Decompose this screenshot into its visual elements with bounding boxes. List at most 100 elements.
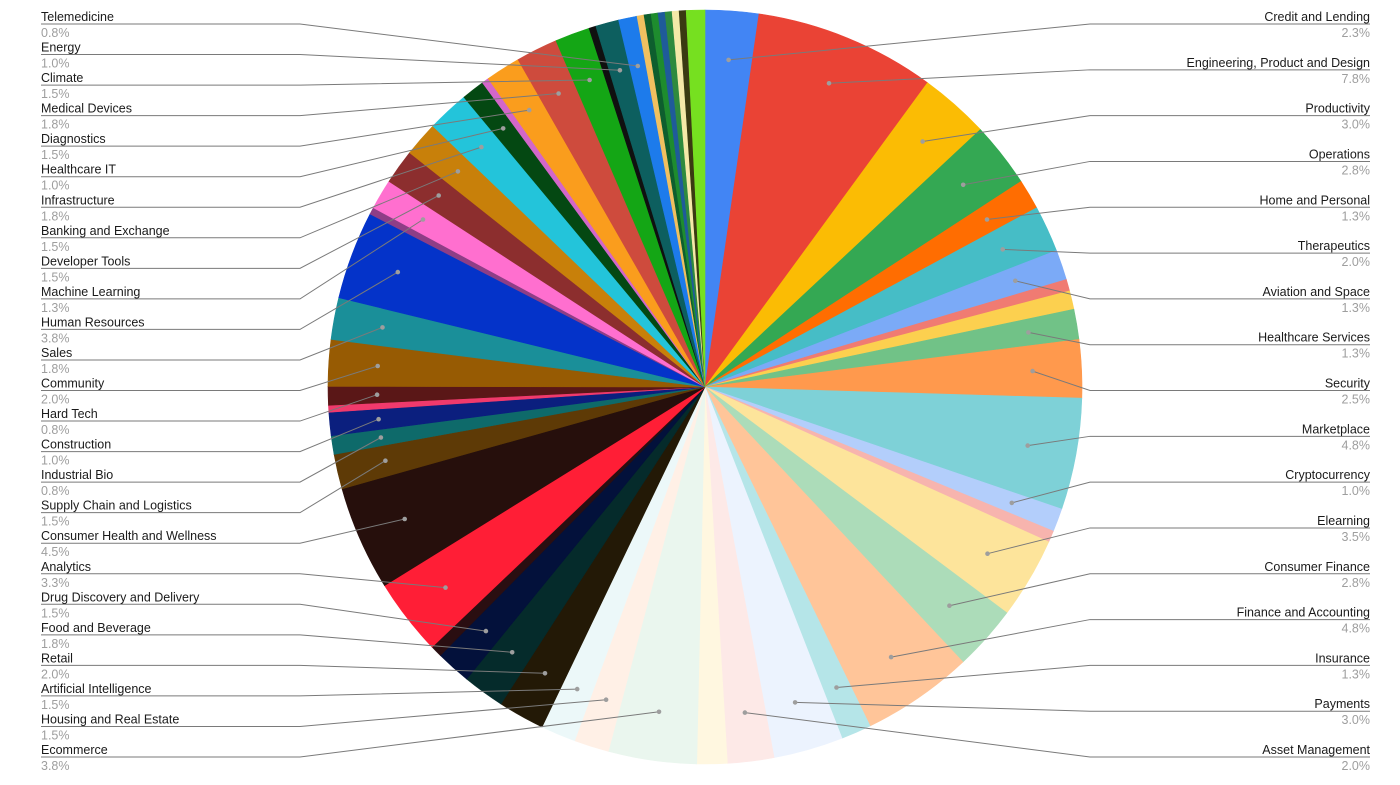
leader-dot-aviation-and-space	[1013, 278, 1018, 284]
leader-line-energy	[41, 54, 620, 71]
leader-line-payments	[795, 701, 1370, 712]
leader-dot-analytics	[443, 585, 448, 590]
leader-line-insurance	[836, 664, 1370, 688]
slice-percent-construction: 1.0%	[41, 454, 70, 468]
leader-dot-retail	[542, 671, 548, 676]
leader-line-aviation-and-space	[1015, 280, 1370, 300]
slice-label-payments: Payments	[1314, 697, 1370, 711]
leader-line-cryptocurrency	[1011, 481, 1370, 504]
leader-dot-hard-tech	[374, 392, 380, 398]
slice-percent-machine-learning: 1.3%	[41, 301, 70, 315]
leader-line-developer-tools	[41, 195, 439, 269]
leader-dot-cryptocurrency	[1009, 500, 1015, 506]
leader-line-operations	[963, 160, 1370, 186]
pie-slices	[327, 9, 1083, 765]
slice-percent-security: 2.5%	[1342, 393, 1371, 407]
leader-line-ecommerce	[41, 711, 660, 758]
slice-percent-healthcare-it: 1.0%	[41, 179, 70, 193]
leader-line-artificial-intelligence	[41, 688, 578, 697]
slice-percent-infrastructure: 1.8%	[41, 209, 70, 223]
leader-dot-drug-discovery-and-delivery	[483, 628, 489, 634]
leader-dot-community	[375, 363, 381, 369]
slice-label-industrial-bio: Industrial Bio	[41, 468, 113, 482]
leader-line-housing-and-real-estate	[41, 699, 607, 727]
slice-label-healthcare-it: Healthcare IT	[41, 163, 116, 177]
leader-dot-machine-learning	[420, 217, 426, 222]
slice-label-telemedicine: Telemedicine	[41, 10, 114, 24]
slice-percent-consumer-health-and-wellness: 4.5%	[41, 545, 70, 559]
leader-line-food-and-beverage	[41, 634, 513, 653]
leader-dot-human-resources	[395, 269, 401, 275]
slice-label-sales: Sales	[41, 346, 72, 360]
leader-line-human-resources	[41, 271, 399, 330]
leader-line-finance-and-accounting	[891, 619, 1370, 658]
slice-percent-marketplace: 4.8%	[1342, 438, 1371, 452]
slice-percent-community: 2.0%	[41, 393, 70, 407]
pie-slice-unlabeled-58	[685, 9, 706, 388]
leader-dot-industrial-bio	[378, 435, 384, 440]
leader-line-elearning	[987, 527, 1370, 555]
leader-dot-home-and-personal	[984, 217, 990, 222]
slice-label-credit-and-lending: Credit and Lending	[1264, 10, 1370, 24]
leader-line-engineering-product-and-design	[828, 69, 1370, 84]
slice-label-supply-chain-and-logistics: Supply Chain and Logistics	[41, 499, 192, 513]
pie-slice-engineering-product-and-design	[704, 13, 928, 388]
leader-dot-consumer-finance	[947, 603, 952, 608]
slice-label-retail: Retail	[41, 651, 73, 665]
slice-percent-cryptocurrency: 1.0%	[1342, 484, 1371, 498]
leader-line-medical-devices	[41, 93, 559, 117]
slice-percent-consumer-finance: 2.8%	[1342, 576, 1371, 590]
leader-dot-insurance	[834, 685, 839, 690]
slice-label-infrastructure: Infrastructure	[41, 193, 115, 207]
slice-label-cryptocurrency: Cryptocurrency	[1285, 468, 1370, 482]
slice-label-finance-and-accounting: Finance and Accounting	[1237, 606, 1370, 620]
slice-percent-medical-devices: 1.8%	[41, 118, 70, 132]
slice-label-therapeutics: Therapeutics	[1298, 239, 1370, 253]
leader-dot-supply-chain-and-logistics	[383, 458, 388, 464]
leader-dot-operations	[960, 182, 966, 188]
leader-dot-infrastructure	[479, 144, 484, 150]
leader-dot-productivity	[920, 139, 925, 144]
slice-percent-hard-tech: 0.8%	[41, 423, 70, 437]
slice-percent-climate: 1.5%	[41, 87, 70, 101]
leader-dot-security	[1030, 368, 1035, 374]
slice-percent-artificial-intelligence: 1.5%	[41, 698, 70, 712]
slice-label-marketplace: Marketplace	[1302, 422, 1370, 436]
slice-percent-developer-tools: 1.5%	[41, 270, 70, 284]
leader-line-marketplace	[1027, 435, 1370, 447]
slice-percent-analytics: 3.3%	[41, 576, 70, 590]
slice-percent-engineering-product-and-design: 7.8%	[1342, 72, 1371, 86]
slice-percent-asset-management: 2.0%	[1342, 759, 1371, 773]
slice-label-energy: Energy	[41, 41, 81, 55]
leader-line-hard-tech	[41, 394, 378, 422]
leader-dot-housing-and-real-estate	[603, 697, 609, 702]
leader-dot-elearning	[985, 551, 990, 556]
leader-line-consumer-finance	[949, 573, 1370, 607]
leader-line-home-and-personal	[986, 206, 1370, 220]
leader-dot-telemedicine	[635, 63, 641, 69]
leader-line-telemedicine	[41, 23, 638, 67]
leader-line-security	[1032, 370, 1370, 391]
label-leaders	[41, 23, 1370, 758]
slice-label-developer-tools: Developer Tools	[41, 254, 130, 268]
leader-line-retail	[41, 664, 546, 674]
leader-dot-ecommerce	[656, 709, 662, 715]
leader-dot-climate	[587, 77, 592, 83]
leader-line-consumer-health-and-wellness	[41, 518, 405, 544]
slice-percent-telemedicine: 0.8%	[41, 26, 70, 40]
slice-label-security: Security	[1325, 377, 1371, 391]
slice-label-elearning: Elearning	[1317, 514, 1370, 528]
leader-line-industrial-bio	[41, 437, 382, 483]
slice-label-human-resources: Human Resources	[41, 315, 145, 329]
slice-label-operations: Operations	[1309, 147, 1370, 161]
slice-percent-retail: 2.0%	[41, 667, 70, 681]
leader-line-therapeutics	[1002, 248, 1370, 254]
slice-label-diagnostics: Diagnostics	[41, 132, 106, 146]
slice-label-hard-tech: Hard Tech	[41, 407, 98, 421]
slice-label-medical-devices: Medical Devices	[41, 102, 132, 116]
slice-label-consumer-health-and-wellness: Consumer Health and Wellness	[41, 529, 217, 543]
slice-label-productivity: Productivity	[1305, 102, 1370, 116]
leader-dot-sales	[380, 325, 385, 330]
leader-line-supply-chain-and-logistics	[41, 460, 386, 514]
